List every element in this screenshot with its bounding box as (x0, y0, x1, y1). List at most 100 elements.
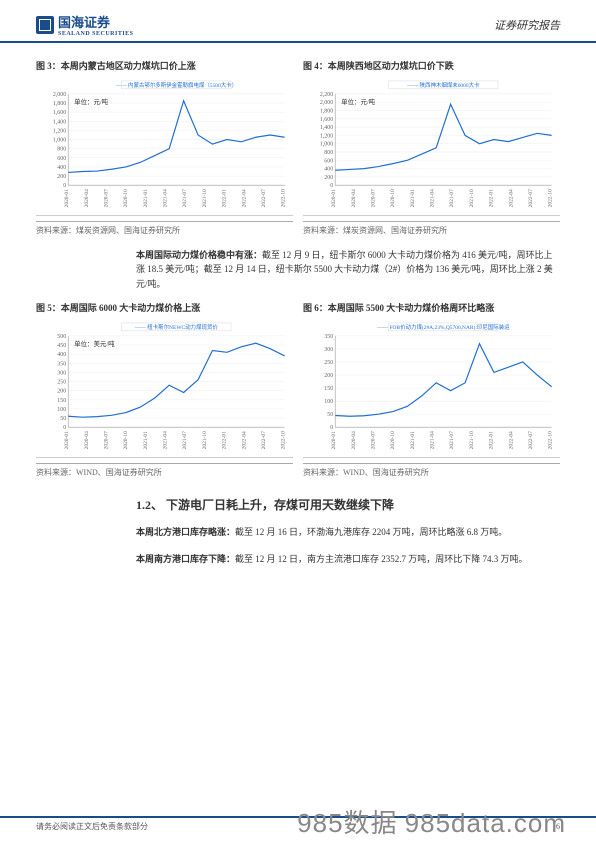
svg-text:100: 100 (324, 399, 333, 405)
svg-text:单位：元/吨: 单位：元/吨 (74, 97, 109, 106)
svg-text:2021-10: 2021-10 (469, 431, 475, 449)
svg-text:2020-04: 2020-04 (84, 431, 90, 449)
svg-text:1,800: 1,800 (53, 101, 66, 107)
svg-text:2021-10: 2021-10 (469, 189, 475, 207)
svg-text:2020-10: 2020-10 (123, 189, 129, 207)
svg-text:单位：美元/吨: 单位：美元/吨 (74, 339, 115, 348)
svg-text:1,400: 1,400 (320, 125, 333, 131)
svg-text:400: 400 (57, 352, 66, 358)
fig5-title: 图 5：本周国际 6000 大卡动力煤价格上涨 (36, 301, 293, 314)
svg-text:150: 150 (57, 398, 66, 404)
svg-text:2020-01: 2020-01 (64, 431, 70, 449)
svg-text:2022-07: 2022-07 (528, 189, 534, 207)
brand-en: SEALAND SECURITIES (58, 31, 134, 37)
svg-text:2021-07: 2021-07 (449, 431, 455, 449)
svg-text:2020-01: 2020-01 (331, 431, 337, 449)
svg-text:2022-10: 2022-10 (548, 431, 554, 449)
svg-text:2021-10: 2021-10 (202, 431, 208, 449)
svg-text:250: 250 (324, 360, 333, 366)
svg-text:1,000: 1,000 (320, 142, 333, 148)
svg-text:2020-07: 2020-07 (104, 189, 110, 207)
svg-text:2021-07: 2021-07 (182, 189, 188, 207)
brand-cn: 国海证券 (58, 12, 134, 31)
wm-1: 985数据 (297, 808, 397, 838)
fig4-chart: 02004006008001,0001,2001,4001,6001,8002,… (303, 76, 560, 216)
svg-text:350: 350 (57, 361, 66, 367)
fig6-title: 图 6：本周国际 5500 大卡动力煤价格周环比略涨 (303, 301, 560, 314)
svg-text:2022-07: 2022-07 (261, 189, 267, 207)
svg-text:单位：元/吨: 单位：元/吨 (341, 97, 376, 106)
svg-text:800: 800 (57, 147, 66, 153)
svg-text:2022-04: 2022-04 (508, 431, 514, 449)
svg-text:—— 内蒙古鄂尔多斯伊金霍勒旗电煤（5500大卡）: —— 内蒙古鄂尔多斯伊金霍勒旗电煤（5500大卡） (115, 81, 237, 89)
svg-text:800: 800 (324, 150, 333, 156)
svg-text:0: 0 (330, 425, 333, 431)
svg-text:2020-10: 2020-10 (390, 189, 396, 207)
fig3-source: 资料来源：煤炭资源网、国海证券研究所 (36, 221, 293, 236)
svg-text:50: 50 (327, 412, 333, 418)
svg-text:0: 0 (63, 183, 66, 189)
svg-text:600: 600 (57, 156, 66, 162)
fig5-chart: 0501001502002503003504004505002020-01202… (36, 318, 293, 458)
figure-4: 图 4：本周陕西地区动力煤坑口价下跌 02004006008001,0001,2… (303, 59, 560, 236)
svg-text:150: 150 (324, 386, 333, 392)
paragraph-3: 本周南方港口库存下降：截至 12 月 12 日，南方主流港口库存 2352.7 … (136, 552, 560, 566)
svg-text:2021-07: 2021-07 (449, 189, 455, 207)
content: 图 3：本周内蒙古地区动力煤坑口价上涨 02004006008001,0001,… (0, 43, 596, 566)
svg-text:300: 300 (324, 347, 333, 353)
svg-text:350: 350 (324, 334, 333, 340)
svg-text:2021-04: 2021-04 (430, 189, 436, 207)
doc-type: 证券研究报告 (494, 17, 560, 33)
wm-2: 985data.com (405, 808, 566, 838)
svg-text:2022-01: 2022-01 (222, 431, 228, 449)
section-1-2-title: 1.2、 下游电厂日耗上升，存煤可用天数继续下降 (136, 496, 560, 513)
svg-text:1,600: 1,600 (320, 117, 333, 123)
svg-text:2021-04: 2021-04 (163, 189, 169, 207)
svg-text:250: 250 (57, 380, 66, 386)
footer-disclaimer: 请务必阅读正文后免责条款部分 (36, 821, 148, 832)
svg-text:400: 400 (324, 167, 333, 173)
svg-text:2,000: 2,000 (53, 92, 66, 98)
svg-text:200: 200 (324, 175, 333, 181)
svg-text:2020-01: 2020-01 (64, 189, 70, 207)
svg-text:2,200: 2,200 (320, 92, 333, 98)
figure-3: 图 3：本周内蒙古地区动力煤坑口价上涨 02004006008001,0001,… (36, 59, 293, 236)
svg-text:2020-10: 2020-10 (123, 431, 129, 449)
brand-logo: 国海证券 SEALAND SECURITIES (36, 12, 134, 37)
svg-text:—— FOB价动力煤(2#A,23%,Q5700,NAR):: —— FOB价动力煤(2#A,23%,Q5700,NAR):印尼国际装运 (376, 323, 510, 331)
svg-text:—— 陕西神木烟煤末6000大卡: —— 陕西神木烟煤末6000大卡 (406, 81, 480, 89)
figure-5: 图 5：本周国际 6000 大卡动力煤价格上涨 0501001502002503… (36, 301, 293, 478)
svg-text:2020-07: 2020-07 (104, 431, 110, 449)
paragraph-1: 本周国际动力煤价格稳中有涨：截至 12 月 9 日，纽卡斯尔 6000 大卡动力… (136, 248, 560, 291)
fig6-source: 资料来源：WIND、国海证券研究所 (303, 463, 560, 478)
svg-text:2022-10: 2022-10 (281, 431, 287, 449)
svg-text:500: 500 (57, 334, 66, 340)
svg-text:2022-04: 2022-04 (508, 189, 514, 207)
svg-text:2021-04: 2021-04 (430, 431, 436, 449)
svg-text:2022-01: 2022-01 (489, 189, 495, 207)
figure-row-2: 图 5：本周国际 6000 大卡动力煤价格上涨 0 50 100 150 200 250 3… (36, 301, 560, 478)
svg-text:2,000: 2,000 (320, 100, 333, 106)
svg-text:2021-01: 2021-01 (410, 189, 416, 207)
svg-text:200: 200 (324, 373, 333, 379)
svg-text:2020-04: 2020-04 (84, 189, 90, 207)
figure-6: 图 6：本周国际 5500 大卡动力煤价格周环比略涨 0 50 100 150 200 2… (303, 301, 560, 478)
fig6-chart: 0501001502002503003502020-012020-042020-… (303, 318, 560, 458)
svg-text:2022-10: 2022-10 (281, 189, 287, 207)
fig5-source: 资料来源：WIND、国海证券研究所 (36, 463, 293, 478)
svg-text:2020-10: 2020-10 (390, 431, 396, 449)
paragraph-2: 本周北方港口库存略涨：截至 12 月 16 日，环渤海九港库存 2204 万吨，… (136, 525, 560, 539)
svg-text:2020-07: 2020-07 (371, 189, 377, 207)
svg-text:1,200: 1,200 (320, 133, 333, 139)
figure-row-1: 图 3：本周内蒙古地区动力煤坑口价上涨 02004006008001,0001,… (36, 59, 560, 236)
svg-text:2022-04: 2022-04 (241, 431, 247, 449)
svg-text:200: 200 (57, 174, 66, 180)
svg-text:200: 200 (57, 389, 66, 395)
svg-text:0: 0 (63, 425, 66, 431)
p3-body: 截至 12 月 12 日，南方主流港口库存 2352.7 万吨，周环比下降 74… (235, 554, 528, 564)
fig4-source: 资料来源：煤炭资源网、国海证券研究所 (303, 221, 560, 236)
svg-text:2021-01: 2021-01 (410, 431, 416, 449)
svg-text:1,000: 1,000 (53, 138, 66, 144)
svg-text:2020-07: 2020-07 (371, 431, 377, 449)
svg-text:2022-01: 2022-01 (489, 431, 495, 449)
